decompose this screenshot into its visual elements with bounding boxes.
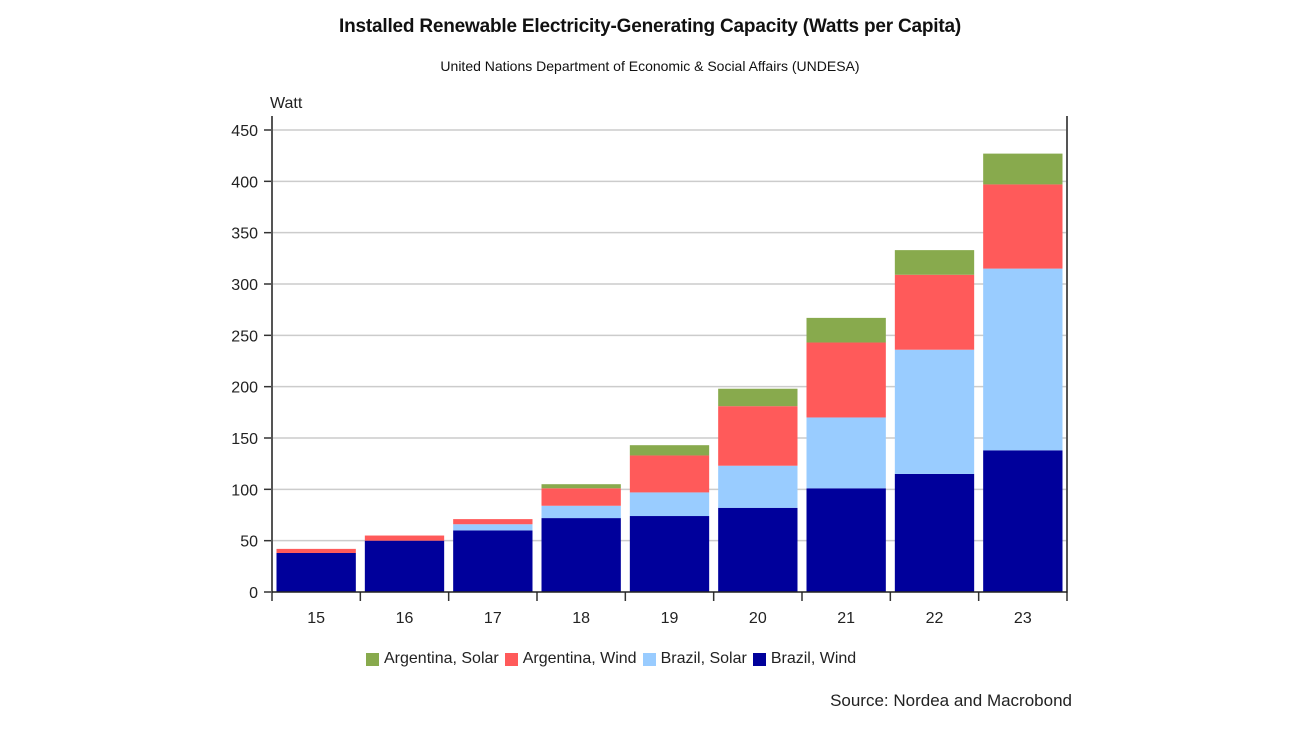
x-tick-label: 18 [572, 610, 590, 627]
bar-segment-brazil-solar-18 [541, 505, 621, 519]
bar-segment-brazil-solar-22 [894, 349, 975, 474]
bar-segment-argentina-wind-18 [541, 488, 621, 506]
bar-segment-argentina-solar-21 [806, 317, 886, 343]
bar-segment-brazil-wind-18 [541, 518, 621, 592]
y-tick-label: 0 [249, 585, 258, 602]
bar-segment-brazil-wind-20 [718, 507, 798, 592]
bar-segment-argentina-wind-15 [276, 548, 356, 553]
legend-item: Brazil, Wind [752, 650, 857, 668]
axes: 0 50 100 150 200 250 300 350 400 450 15 16 17 18 19 20 2… [231, 116, 1068, 627]
bar-segment-argentina-wind-21 [806, 342, 886, 418]
x-tick-label: 15 [307, 610, 325, 627]
bar-segment-argentina-solar-19 [629, 445, 710, 456]
bar-segment-argentina-solar-22 [894, 250, 975, 275]
y-tick-label: 300 [231, 277, 258, 294]
bar-segment-argentina-solar-23 [983, 153, 1063, 185]
legend-swatch [642, 652, 656, 666]
source-note: Source: Nordea and Macrobond [830, 691, 1072, 710]
x-tick-label: 21 [837, 610, 855, 627]
bar-segment-argentina-wind-20 [718, 406, 798, 466]
bar-segment-argentina-solar-18 [541, 484, 621, 489]
chart-title: Installed Renewable Electricity-Generati… [339, 16, 961, 37]
y-axis-label: Watt [270, 95, 303, 112]
legend-item: Argentina, Solar [366, 650, 499, 668]
legend-item: Brazil, Solar [642, 650, 747, 668]
bar-segment-brazil-solar-20 [718, 465, 798, 508]
legend-swatch [504, 652, 518, 666]
y-tick-label: 350 [231, 226, 258, 243]
bar-segment-brazil-wind-19 [629, 516, 710, 592]
bar-segment-brazil-wind-16 [364, 540, 445, 592]
bar-segment-argentina-wind-17 [453, 519, 533, 525]
bar-segment-brazil-solar-23 [983, 268, 1063, 451]
legend-swatch [366, 652, 379, 666]
bar-segment-brazil-wind-23 [983, 450, 1063, 592]
bar-segment-brazil-solar-19 [629, 492, 710, 517]
x-tick-label: 20 [749, 610, 767, 627]
bar-segment-brazil-solar-21 [806, 417, 886, 489]
y-tick-label: 200 [231, 380, 258, 397]
x-tick-label: 22 [926, 610, 944, 627]
y-tick-label: 50 [240, 534, 258, 551]
x-tick-label: 23 [1014, 610, 1032, 627]
y-tick-label: 150 [231, 431, 258, 448]
chart-subtitle: United Nations Department of Economic & … [440, 58, 860, 74]
bar-segment-argentina-wind-16 [364, 535, 445, 541]
bar-segment-brazil-wind-21 [806, 488, 886, 592]
legend-label: Argentina, Wind [522, 650, 637, 667]
bar-segment-brazil-wind-22 [894, 473, 975, 592]
bar-segment-brazil-wind-15 [276, 552, 356, 592]
bar-segment-argentina-solar-20 [718, 388, 798, 407]
bar-segment-brazil-solar-17 [453, 524, 533, 531]
legend-label: Brazil, Wind [770, 650, 857, 667]
bar-segment-argentina-wind-22 [894, 274, 975, 350]
y-tick-label: 100 [231, 482, 258, 499]
x-tick-label: 19 [661, 610, 679, 627]
bar-segment-brazil-wind-17 [453, 530, 533, 592]
legend-swatch [752, 652, 766, 666]
y-tick-label: 250 [231, 328, 258, 345]
x-tick-label: 17 [484, 610, 502, 627]
bar-segment-argentina-wind-19 [629, 455, 710, 493]
legend-item: Argentina, Wind [504, 650, 637, 668]
bar-segment-argentina-wind-23 [983, 184, 1063, 269]
x-tick-label: 16 [396, 610, 414, 627]
bars [276, 153, 1063, 592]
y-tick-label: 400 [231, 174, 258, 191]
y-tick-label: 450 [231, 123, 258, 140]
legend-label: Brazil, Solar [660, 650, 747, 667]
legend-label: Argentina, Solar [384, 650, 499, 667]
legend: Argentina, Solar Argentina, Wind Brazil, S… [366, 650, 862, 668]
